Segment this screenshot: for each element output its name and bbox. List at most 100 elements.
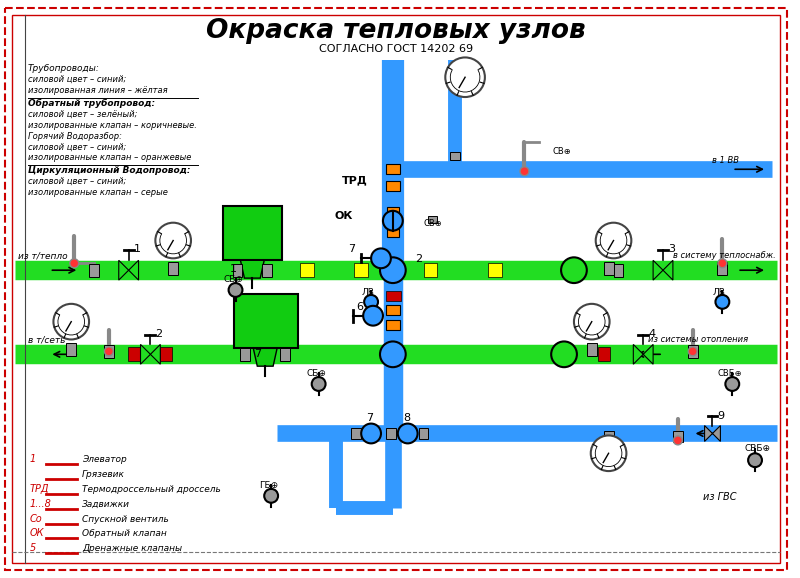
Text: Спускной вентиль: Спускной вентиль: [82, 514, 169, 524]
Text: Обратный клапан: Обратный клапан: [82, 529, 167, 538]
Circle shape: [104, 347, 114, 356]
Text: Грязевик: Грязевик: [82, 470, 125, 479]
Circle shape: [312, 377, 326, 391]
Circle shape: [229, 283, 242, 297]
Text: в 1 ВВ: в 1 ВВ: [713, 156, 739, 165]
Text: силовой цвет – синий;: силовой цвет – синий;: [28, 177, 126, 186]
Bar: [688, 346, 698, 358]
Text: в т/сеть: в т/сеть: [28, 335, 65, 344]
Circle shape: [380, 257, 406, 283]
Circle shape: [590, 435, 626, 471]
Text: 1...8: 1...8: [30, 499, 51, 509]
Bar: [160, 347, 172, 361]
Text: 2: 2: [416, 254, 422, 264]
Text: 8: 8: [402, 413, 410, 423]
Text: ОК: ОК: [30, 528, 44, 538]
Polygon shape: [150, 344, 160, 364]
Text: силовой цвет – синий;: силовой цвет – синий;: [28, 75, 126, 84]
Bar: [386, 428, 396, 439]
Circle shape: [361, 424, 381, 443]
Bar: [351, 428, 361, 439]
Text: ЛВ: ЛВ: [713, 288, 726, 297]
Bar: [387, 207, 398, 215]
Text: Трубопроводы:: Трубопроводы:: [28, 64, 99, 73]
Circle shape: [688, 347, 697, 356]
Circle shape: [715, 295, 730, 309]
Bar: [168, 262, 178, 275]
Bar: [222, 206, 282, 260]
Bar: [587, 343, 597, 356]
Text: ТРД: ТРД: [30, 484, 49, 494]
Text: 1: 1: [230, 264, 237, 274]
Polygon shape: [663, 260, 673, 280]
Polygon shape: [141, 344, 150, 364]
Polygon shape: [118, 260, 129, 280]
Circle shape: [264, 489, 278, 503]
Bar: [429, 216, 438, 223]
Circle shape: [398, 424, 418, 443]
Text: СБ⊕: СБ⊕: [306, 369, 326, 378]
Polygon shape: [634, 344, 643, 364]
Text: ТРД: ТРД: [342, 175, 367, 185]
Bar: [423, 263, 438, 277]
Circle shape: [551, 342, 577, 367]
Bar: [128, 347, 139, 361]
Bar: [450, 153, 460, 160]
Text: 1: 1: [134, 244, 141, 254]
Bar: [386, 320, 400, 329]
Bar: [280, 349, 290, 361]
Bar: [673, 431, 682, 442]
Text: СВБ⊕: СВБ⊕: [744, 444, 770, 453]
Text: в систему теплоснабж.: в систему теплоснабж.: [673, 251, 776, 260]
Text: СБ⊕: СБ⊕: [224, 275, 243, 284]
Bar: [234, 294, 298, 349]
Circle shape: [363, 306, 383, 325]
Bar: [104, 346, 114, 358]
Text: Обратный трубопровод:: Обратный трубопровод:: [28, 99, 155, 108]
Text: ОК: ОК: [334, 211, 353, 221]
Bar: [563, 347, 575, 361]
Text: 6: 6: [356, 302, 363, 312]
Text: 3: 3: [668, 244, 675, 254]
Text: 7: 7: [366, 413, 374, 423]
Bar: [614, 264, 623, 277]
Circle shape: [155, 223, 191, 258]
Text: из т/тепло: из т/тепло: [18, 251, 67, 260]
Text: ГБ⊕: ГБ⊕: [259, 481, 278, 490]
Bar: [89, 264, 99, 277]
Polygon shape: [241, 260, 264, 278]
Text: из ГВС: из ГВС: [702, 492, 736, 502]
Bar: [598, 347, 610, 361]
Bar: [233, 264, 242, 277]
Bar: [488, 263, 502, 277]
Text: 7: 7: [348, 244, 355, 254]
Text: СВБ⊕: СВБ⊕: [718, 369, 742, 378]
Polygon shape: [653, 260, 663, 280]
Text: Элеватор: Элеватор: [82, 455, 127, 464]
Text: Со: Со: [30, 513, 42, 524]
Text: 2: 2: [155, 329, 162, 339]
Circle shape: [380, 342, 406, 367]
Bar: [386, 305, 400, 315]
Polygon shape: [643, 344, 653, 364]
Text: СОГЛАСНО ГОСТ 14202 69: СОГЛАСНО ГОСТ 14202 69: [318, 43, 473, 54]
Circle shape: [371, 249, 391, 268]
Circle shape: [561, 257, 587, 283]
Bar: [386, 164, 400, 174]
Text: Дренажные клапаны: Дренажные клапаны: [82, 544, 182, 553]
Circle shape: [70, 259, 78, 268]
Text: СВ⊕: СВ⊕: [552, 147, 571, 157]
Polygon shape: [705, 425, 713, 442]
Text: Циркуляционный Водопровод:: Циркуляционный Водопровод:: [28, 166, 190, 175]
Bar: [418, 428, 429, 439]
Polygon shape: [713, 425, 721, 442]
Bar: [718, 262, 727, 275]
Bar: [604, 431, 614, 442]
Bar: [66, 343, 76, 356]
Circle shape: [718, 259, 727, 268]
Text: 4: 4: [648, 329, 655, 339]
Circle shape: [596, 223, 631, 258]
Text: изолированные клапан – коричневые.: изолированные клапан – коричневые.: [28, 121, 197, 130]
Text: 7: 7: [254, 349, 262, 360]
Text: изолированная линия – жёлтая: изолированная линия – жёлтая: [28, 86, 167, 95]
